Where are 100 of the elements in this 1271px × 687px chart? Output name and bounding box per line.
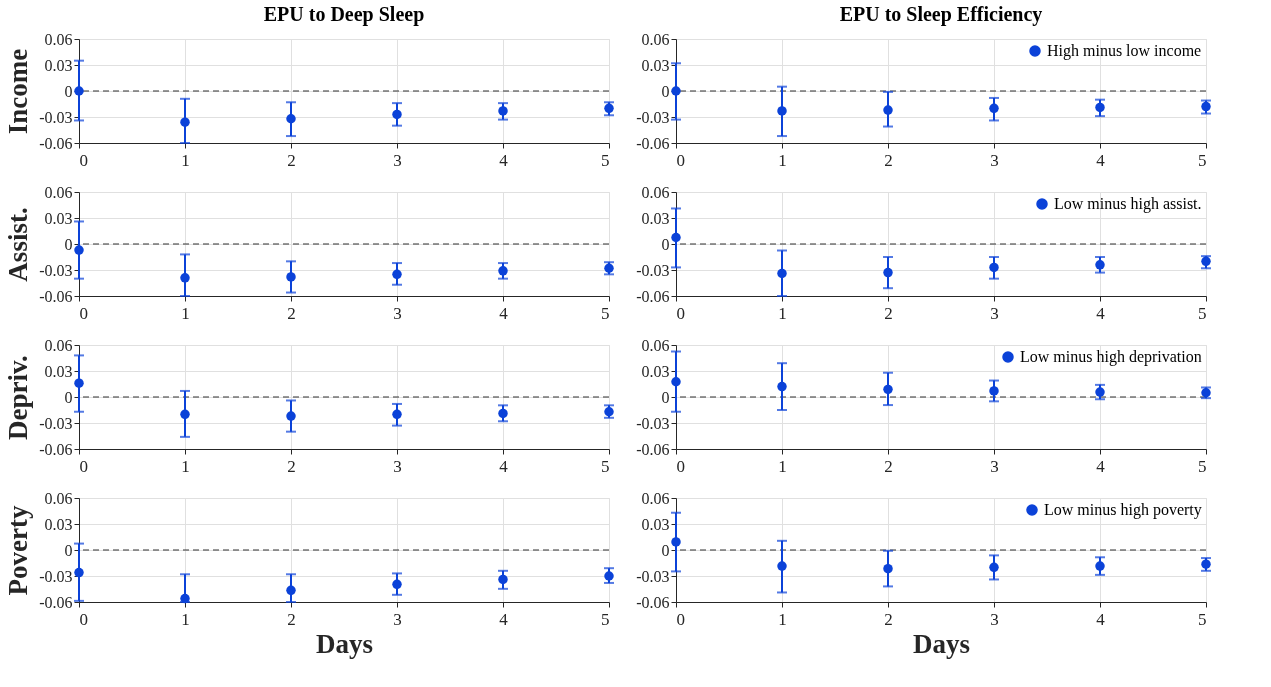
- legend-label: High minus low income: [1047, 42, 1202, 60]
- x-tick-label: 1: [181, 150, 190, 170]
- x-tick-label: 4: [1096, 456, 1106, 476]
- y-tick-label: 0.06: [44, 183, 73, 201]
- x-tick-label: 1: [181, 609, 190, 629]
- point: [392, 579, 402, 590]
- x-tick-label: 3: [990, 303, 999, 323]
- x-tick-label: 0: [79, 609, 88, 629]
- x-tick-label: 3: [990, 150, 999, 170]
- x-tick-label: 2: [884, 609, 893, 629]
- legend-label: Low minus high assist.: [1054, 195, 1202, 213]
- y-tick-label: 0: [64, 541, 73, 559]
- y-tick-label: 0.06: [641, 489, 670, 507]
- x-tick-label: 2: [884, 456, 893, 476]
- x-tick-label: 1: [778, 150, 787, 170]
- x-tick-label: 1: [181, 303, 190, 323]
- x-tick-label: 5: [601, 303, 610, 323]
- y-tick-label: 0.03: [641, 56, 670, 74]
- y-tick-label: -0.03: [636, 261, 670, 279]
- y-tick-label: 0.03: [44, 515, 73, 533]
- chart-title: EPU to Deep Sleep: [263, 3, 425, 26]
- point: [671, 537, 681, 547]
- point: [286, 585, 296, 596]
- x-tick-label: 5: [601, 150, 610, 170]
- point: [74, 378, 84, 388]
- y-tick-label: 0.06: [641, 30, 670, 48]
- point: [883, 105, 893, 115]
- y-tick-label: 0: [661, 388, 670, 406]
- y-tick-label: -0.03: [39, 261, 73, 279]
- x-tick-label: 4: [499, 609, 509, 629]
- point: [1095, 561, 1105, 571]
- y-tick-label: 0.06: [641, 183, 670, 201]
- point: [392, 109, 402, 120]
- x-tick-label: 2: [287, 456, 296, 476]
- point: [180, 273, 190, 283]
- point: [286, 272, 296, 282]
- y-tick-label: 0.03: [44, 56, 73, 74]
- x-tick-label: 5: [601, 456, 610, 476]
- x-tick-label: 4: [499, 303, 509, 323]
- x-tick-label: 5: [601, 609, 610, 629]
- point: [777, 381, 787, 392]
- x-tick-label: 0: [676, 609, 685, 629]
- y-tick-label: 0: [64, 388, 73, 406]
- y-tick-label: 0: [64, 235, 73, 253]
- x-tick-label: 3: [393, 609, 402, 629]
- x-tick-label: 3: [990, 456, 999, 476]
- point: [671, 377, 681, 387]
- point: [604, 571, 614, 581]
- x-tick-label: 3: [393, 456, 402, 476]
- y-axis-title: Poverty: [3, 505, 34, 596]
- x-tick-label: 2: [287, 303, 296, 323]
- point: [286, 114, 296, 124]
- y-tick-label: -0.06: [39, 287, 73, 305]
- y-tick-label: -0.03: [636, 567, 670, 585]
- y-tick-label: 0: [661, 235, 670, 253]
- point: [1095, 387, 1105, 397]
- point: [671, 86, 681, 96]
- y-tick-label: -0.06: [39, 593, 73, 611]
- y-tick-label: 0.03: [641, 515, 670, 533]
- x-tick-label: 4: [1096, 609, 1106, 629]
- x-tick-label: 2: [884, 150, 893, 170]
- point: [989, 562, 999, 573]
- point: [498, 408, 508, 419]
- x-tick-label: 3: [990, 609, 999, 629]
- x-tick-label: 1: [778, 609, 787, 629]
- point: [74, 567, 84, 578]
- y-tick-label: 0.03: [641, 209, 670, 227]
- legend-label: Low minus high poverty: [1044, 501, 1202, 519]
- x-tick-label: 0: [676, 456, 685, 476]
- x-axis-title: Days: [912, 628, 971, 659]
- point: [989, 103, 999, 114]
- y-tick-label: -0.03: [39, 108, 73, 126]
- x-tick-label: 2: [287, 609, 296, 629]
- y-tick-label: 0.06: [641, 336, 670, 354]
- y-tick-label: 0: [661, 541, 670, 559]
- x-tick-label: 4: [499, 456, 509, 476]
- x-tick-label: 4: [1096, 150, 1106, 170]
- y-tick-label: 0.03: [44, 362, 73, 380]
- y-axis-title: Assist.: [3, 207, 34, 282]
- y-tick-label: -0.06: [39, 440, 73, 458]
- y-tick-label: 0.06: [44, 489, 73, 507]
- y-tick-label: -0.06: [636, 134, 670, 152]
- x-tick-label: 5: [1198, 609, 1207, 629]
- x-tick-label: 1: [778, 456, 787, 476]
- x-tick-label: 5: [1198, 456, 1207, 476]
- y-axis-title: Depriv.: [3, 355, 34, 440]
- point: [671, 232, 681, 243]
- y-tick-label: -0.06: [636, 287, 670, 305]
- x-tick-label: 3: [393, 150, 402, 170]
- point: [777, 268, 787, 279]
- x-tick-label: 1: [181, 456, 190, 476]
- point: [498, 106, 508, 116]
- y-tick-label: 0: [661, 82, 670, 100]
- point: [989, 386, 999, 396]
- y-tick-label: -0.06: [636, 440, 670, 458]
- x-tick-label: 4: [499, 150, 509, 170]
- point: [74, 245, 84, 255]
- x-tick-label: 3: [393, 303, 402, 323]
- y-axis-title: Income: [3, 48, 34, 135]
- x-tick-label: 5: [1198, 150, 1207, 170]
